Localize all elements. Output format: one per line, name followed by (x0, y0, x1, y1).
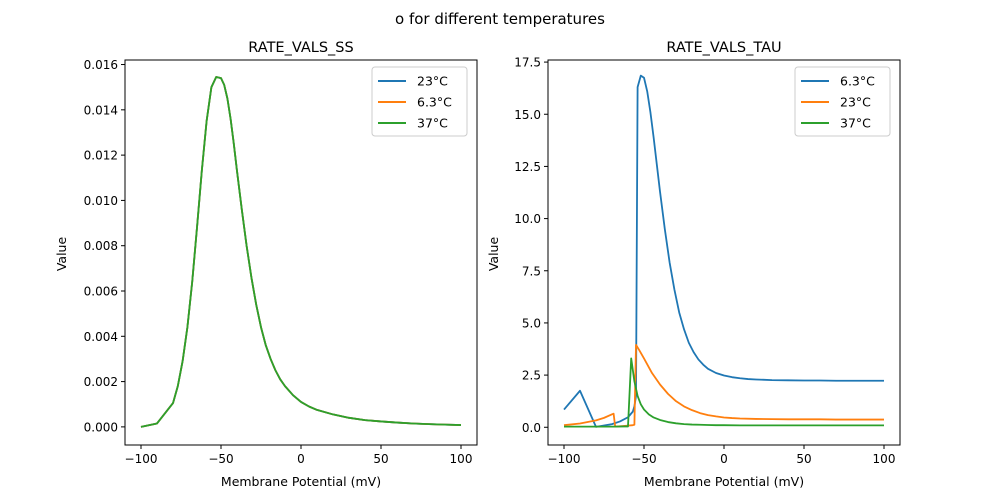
y-tick-label: 12.5 (514, 160, 541, 174)
x-axis-label: Membrane Potential (mV) (644, 474, 804, 489)
x-tick-label: −100 (125, 452, 158, 466)
y-tick-label: 5.0 (522, 316, 541, 330)
legend-label: 37°C (840, 116, 871, 131)
series-lines (140, 76, 462, 428)
series-line (140, 76, 462, 428)
figure-suptitle: o for different temperatures (395, 10, 605, 28)
y-tick-label: 0.012 (84, 149, 118, 163)
subplot-rate-vals-ss: RATE_VALS_SS Membrane Potential (mV) Val… (54, 40, 478, 489)
x-tick-label: −50 (631, 452, 656, 466)
legend-label: 6.3°C (840, 74, 875, 89)
x-ticks: −100 −50 0 50 100 (125, 445, 473, 466)
y-ticks: 0.0 2.5 5.0 7.5 10.0 12.5 15.0 17.5 (514, 56, 548, 435)
y-tick-label: 0.004 (84, 330, 118, 344)
legend: 6.3°C 23°C 37°C (794, 66, 891, 137)
series-line (564, 357, 884, 428)
legend-label: 6.3°C (417, 95, 452, 110)
y-tick-label: 10.0 (514, 212, 541, 226)
subplot-title: RATE_VALS_SS (248, 40, 353, 56)
x-tick-label: 50 (373, 452, 388, 466)
y-tick-label: 2.5 (522, 369, 541, 383)
y-axis-label: Value (486, 237, 501, 272)
y-tick-label: 0.000 (84, 420, 118, 434)
x-tick-label: −100 (548, 452, 581, 466)
y-tick-label: 7.5 (522, 264, 541, 278)
series-lines (563, 74, 884, 428)
y-axis-label: Value (54, 237, 69, 272)
y-tick-label: 0.014 (84, 103, 118, 117)
subplot-rate-vals-tau: RATE_VALS_TAU Membrane Potential (mV) Va… (486, 40, 901, 489)
y-tick-label: 0.016 (84, 58, 118, 72)
legend-box (371, 66, 468, 137)
y-tick-label: 0.0 (522, 421, 541, 435)
y-tick-label: 0.010 (84, 194, 118, 208)
subplot-title: RATE_VALS_TAU (666, 40, 781, 56)
legend-label: 23°C (840, 95, 871, 110)
x-axis-label: Membrane Potential (mV) (221, 474, 381, 489)
series-line (563, 343, 884, 428)
x-tick-label: 0 (720, 452, 728, 466)
y-tick-label: 15.0 (514, 108, 541, 122)
y-tick-label: 0.002 (84, 375, 118, 389)
y-tick-label: 17.5 (514, 56, 541, 70)
legend-box (794, 66, 891, 137)
y-tick-label: 0.006 (84, 285, 118, 299)
x-tick-label: 50 (796, 452, 811, 466)
legend-label: 23°C (417, 74, 448, 89)
x-tick-label: −50 (208, 452, 233, 466)
axes-frame (124, 59, 478, 446)
y-tick-label: 0.008 (84, 239, 118, 253)
x-tick-label: 0 (297, 452, 305, 466)
x-ticks: −100 −50 0 50 100 (548, 445, 896, 466)
legend: 23°C 6.3°C 37°C (371, 66, 468, 137)
y-ticks: 0.000 0.002 0.004 0.006 0.008 0.010 0.012 0.014… (84, 58, 125, 434)
x-tick-label: 100 (873, 452, 896, 466)
x-tick-label: 100 (450, 452, 473, 466)
legend-label: 37°C (417, 116, 448, 131)
axes-frame (547, 59, 901, 446)
